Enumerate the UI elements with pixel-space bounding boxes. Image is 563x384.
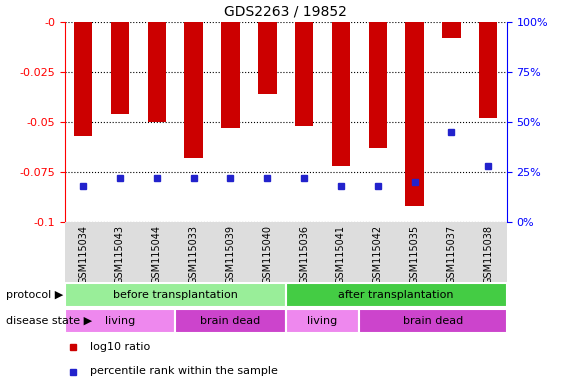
Text: GSM115035: GSM115035 (410, 225, 419, 284)
Title: GDS2263 / 19852: GDS2263 / 19852 (224, 4, 347, 18)
Text: GSM115036: GSM115036 (299, 225, 309, 284)
Bar (185, 22, 203, 158)
Text: GSM115037: GSM115037 (446, 225, 457, 284)
Bar (175, 309, 286, 333)
Text: GSM115042: GSM115042 (373, 225, 383, 284)
Text: living: living (307, 316, 338, 326)
Text: GSM115041: GSM115041 (336, 225, 346, 284)
Bar (443, 22, 461, 38)
Bar (285, 283, 507, 307)
Bar (285, 309, 359, 333)
Text: GSM115040: GSM115040 (262, 225, 272, 284)
Text: GSM115033: GSM115033 (189, 225, 199, 284)
Bar (221, 22, 240, 128)
Text: after transplantation: after transplantation (338, 290, 454, 300)
Text: protocol ▶: protocol ▶ (6, 290, 63, 300)
Bar (405, 22, 424, 206)
Text: GSM115044: GSM115044 (152, 225, 162, 284)
Bar (65, 283, 285, 307)
Text: before transplantation: before transplantation (113, 290, 238, 300)
Text: GSM115039: GSM115039 (225, 225, 235, 284)
Bar (295, 22, 314, 126)
Text: living: living (105, 316, 135, 326)
Text: log10 ratio: log10 ratio (90, 341, 150, 351)
Text: percentile rank within the sample: percentile rank within the sample (90, 366, 278, 376)
Text: GSM115034: GSM115034 (78, 225, 88, 284)
Text: GSM115043: GSM115043 (115, 225, 125, 284)
Text: brain dead: brain dead (403, 316, 463, 326)
Bar (369, 22, 387, 148)
Text: GSM115038: GSM115038 (483, 225, 493, 284)
Bar (479, 22, 498, 118)
Bar (148, 22, 166, 122)
Bar (258, 22, 276, 94)
Bar (65, 309, 175, 333)
Bar (74, 22, 92, 136)
Text: brain dead: brain dead (200, 316, 261, 326)
Text: disease state ▶: disease state ▶ (6, 316, 92, 326)
Bar (111, 22, 129, 114)
Bar (359, 309, 507, 333)
Bar (332, 22, 350, 166)
